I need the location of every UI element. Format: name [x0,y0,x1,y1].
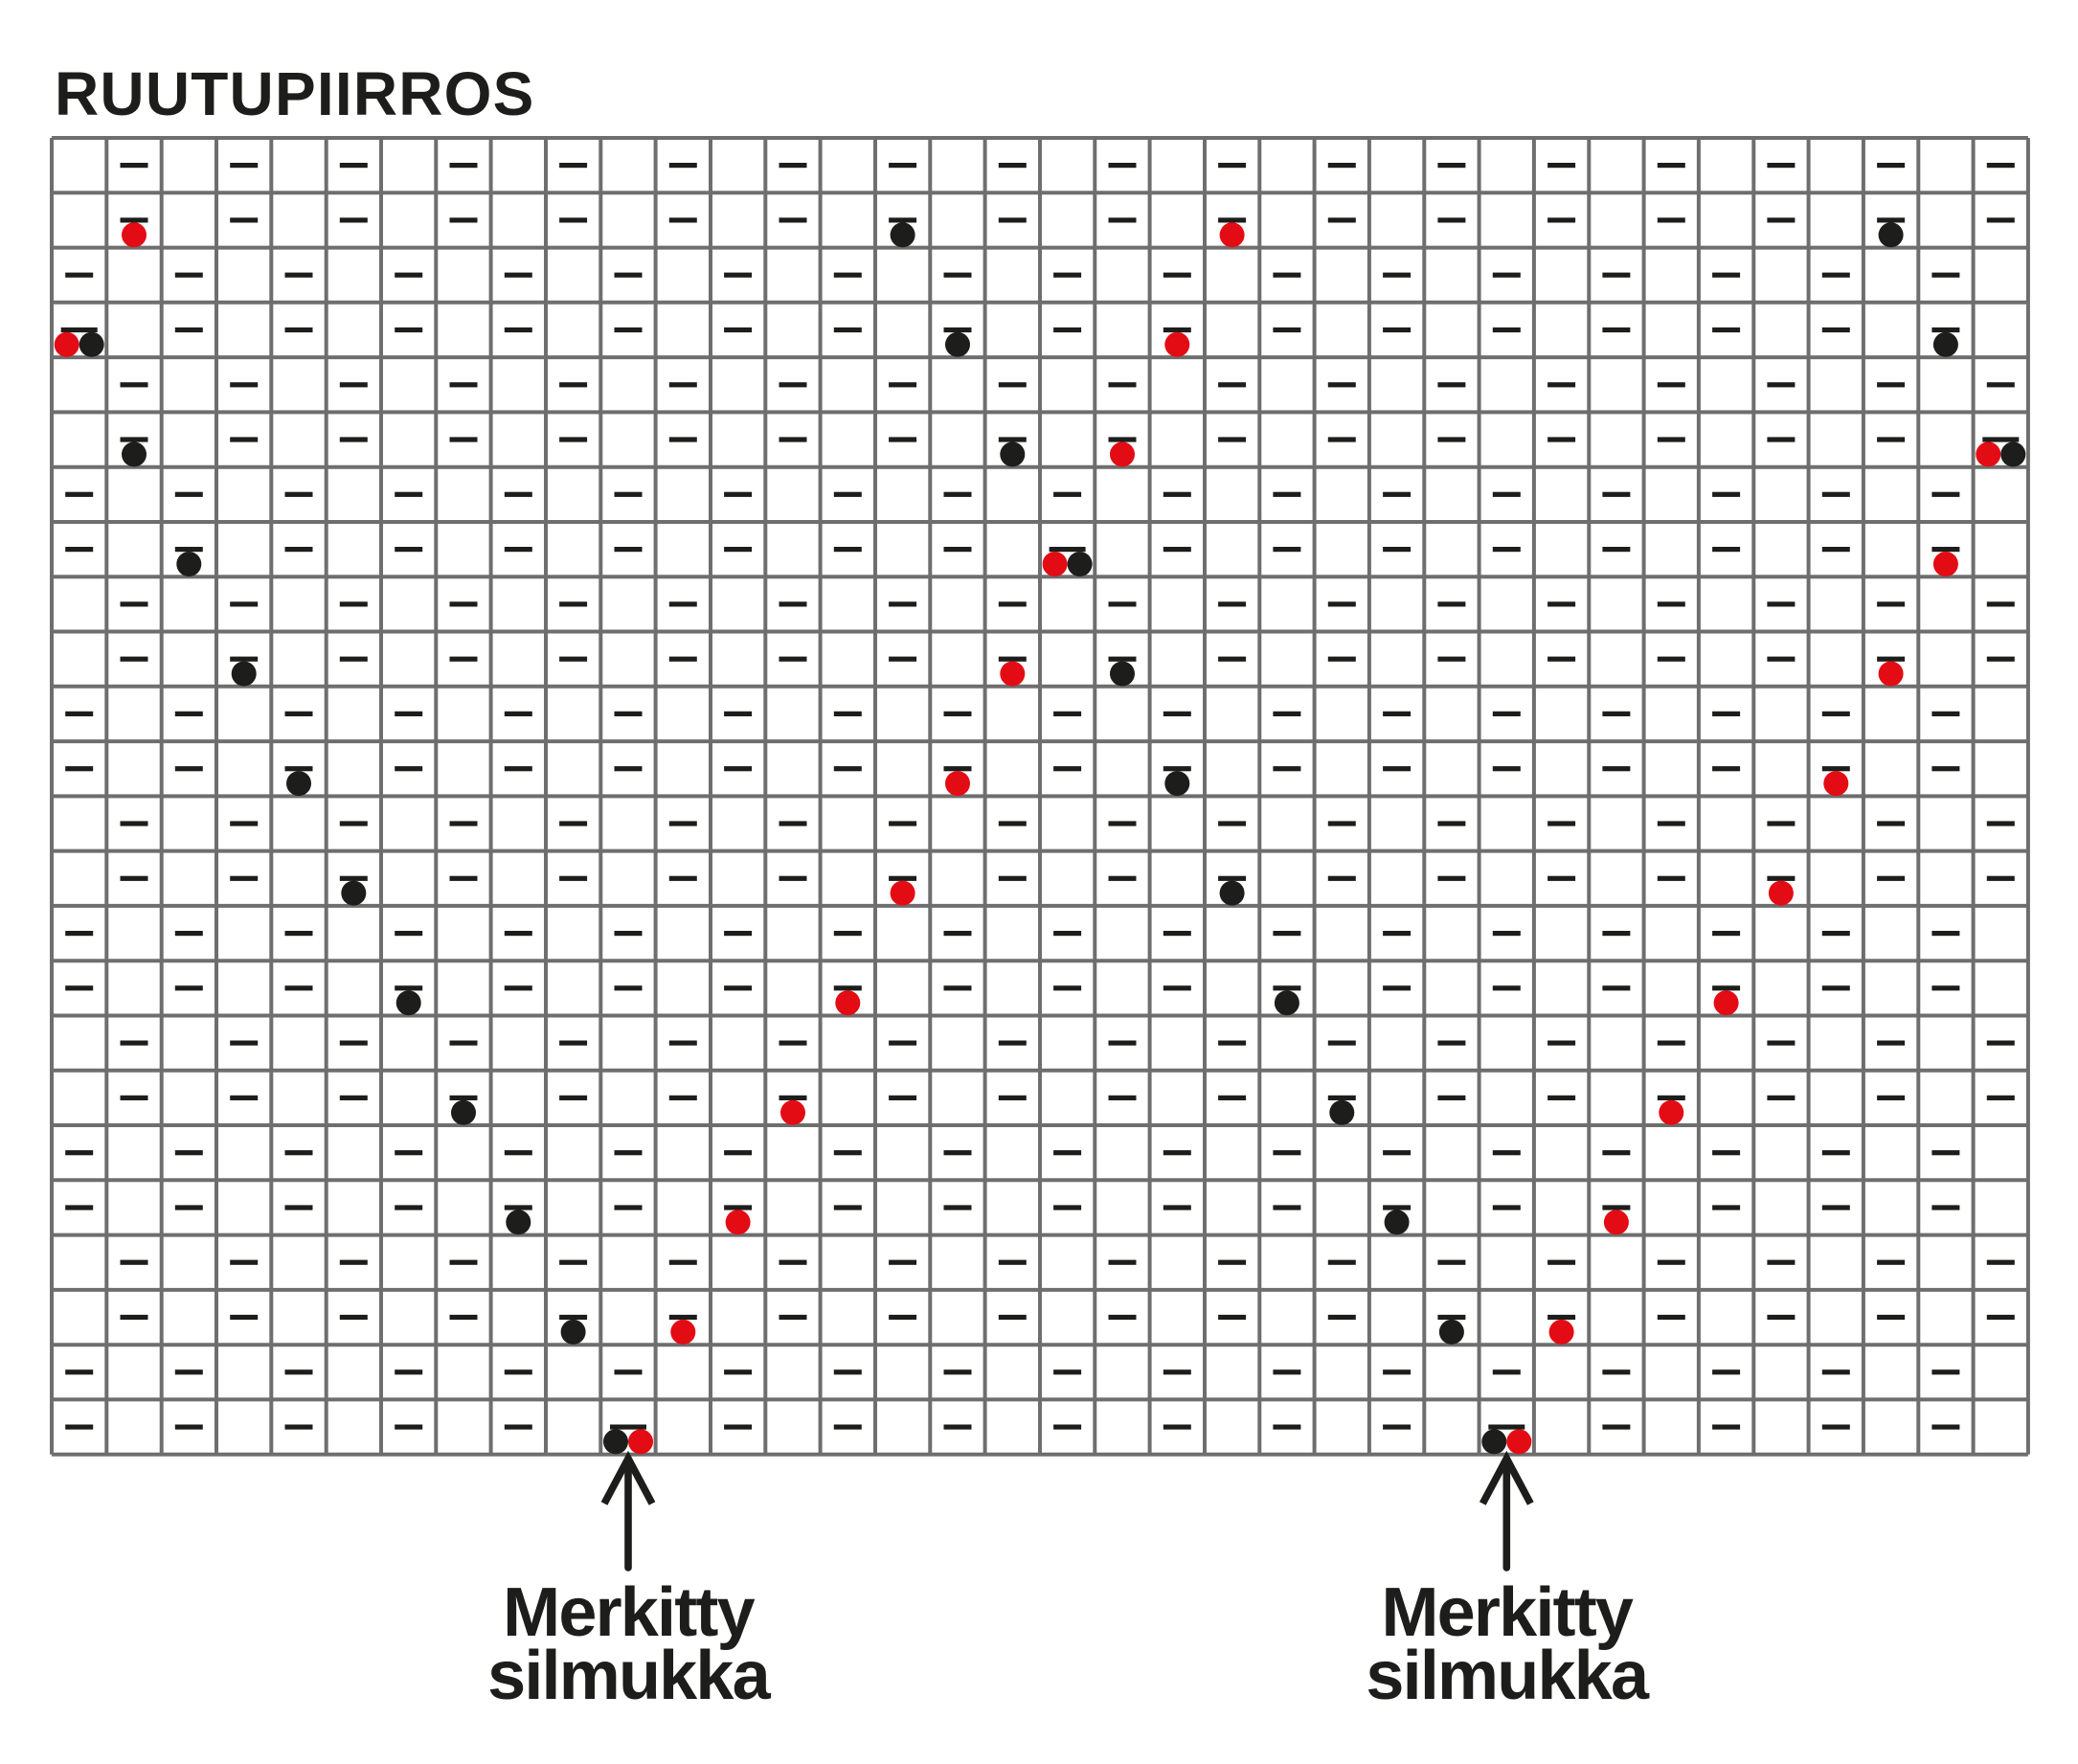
svg-text:silmukka: silmukka [487,1638,772,1714]
svg-text:RUUTUPIIRROS: RUUTUPIIRROS [55,59,535,128]
svg-text:silmukka: silmukka [1366,1638,1650,1714]
svg-text:Merkitty: Merkitty [1381,1574,1633,1651]
svg-text:Merkitty: Merkitty [503,1574,755,1651]
